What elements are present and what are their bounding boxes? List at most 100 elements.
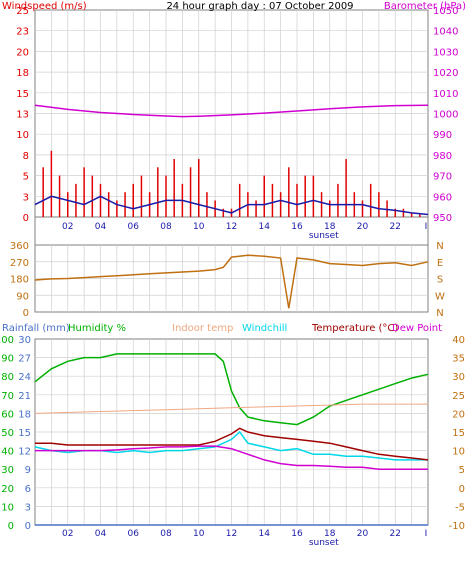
hour-tick-label: 14 (259, 222, 271, 232)
humidity-tick-label: 100 (0, 335, 14, 346)
rainfall-tick-label: 30 (18, 335, 31, 346)
rainfall-tick-label: 0 (25, 521, 31, 532)
rainfall-tick-label: 3 (25, 502, 31, 513)
rainfall-tick-label: 24 (18, 372, 31, 383)
windspeed-tick-label: 13 (16, 110, 29, 121)
direction-tick-label: 270 (10, 258, 29, 269)
humidity-axis-label: Humidity % (68, 323, 126, 334)
hour-tick-label: 22 (390, 529, 401, 539)
compass-tick-label: W (435, 291, 445, 302)
direction-tick-label: 180 (10, 275, 29, 286)
barometer-tick-label: 980 (433, 151, 452, 162)
rainfall-tick-label: 12 (18, 447, 31, 458)
humidity-line (34, 353, 429, 426)
dewpoint-label: Dew Point (392, 323, 442, 334)
barometer-tick-label: 1010 (433, 89, 458, 100)
rainfall-tick-label: 21 (18, 391, 31, 402)
rainfall-tick-label: 6 (25, 484, 31, 495)
rainfall-tick-label: 18 (18, 409, 31, 420)
windspeed-tick-label: 25 (16, 6, 29, 17)
rainfall-tick-label: 15 (18, 428, 31, 439)
hour-tick-label: 16 (291, 529, 303, 539)
hour-tick-label: 12 (226, 222, 237, 232)
windspeed-tick-label: 20 (16, 47, 29, 58)
windspeed-tick-label: 10 (16, 130, 29, 141)
humidity-tick-label: 30 (1, 465, 14, 476)
hour-tick-label: 10 (193, 222, 205, 232)
temperature-tick-label: 15 (452, 428, 465, 439)
barometer-tick-label: 1040 (433, 27, 458, 38)
hour-tick-label: 02 (62, 222, 73, 232)
temperature-line (35, 427, 429, 461)
hour-tick-label: 04 (95, 222, 107, 232)
windspeed-axis-label: Windspeed (m/s) (2, 1, 87, 12)
hour-tick-label: 06 (128, 222, 140, 232)
temperature-tick-label: 40 (452, 335, 465, 346)
temperature-tick-label: 30 (452, 372, 465, 383)
windchill-label: Windchill (242, 323, 287, 334)
hour-tick-label-end: I (425, 222, 428, 232)
temperature-tick-label: 35 (452, 354, 465, 365)
hour-tick-label: 04 (95, 529, 107, 539)
sunset-label: sunset (309, 231, 339, 241)
humidity-tick-label: 60 (1, 409, 14, 420)
humidity-tick-label: 10 (1, 502, 14, 513)
hour-tick-label-end: I (425, 529, 428, 539)
compass-tick-label: N (436, 308, 443, 319)
barometer-tick-label: 960 (433, 192, 452, 203)
sunset-label: sunset (309, 538, 339, 548)
hour-tick-label: 22 (390, 222, 401, 232)
compass-tick-label: N (436, 241, 443, 252)
humidity-tick-label: 40 (1, 447, 14, 458)
wind-average-line (34, 195, 429, 216)
barometer-tick-label: 1030 (433, 47, 458, 58)
barometer-tick-label: 1020 (433, 68, 458, 79)
hour-tick-label: 20 (357, 529, 369, 539)
indoor-temp-label: Indoor temp (172, 323, 233, 334)
barometer-line (34, 104, 429, 118)
windspeed-tick-label: 18 (16, 68, 29, 79)
hour-tick-label: 14 (259, 529, 271, 539)
humidity-tick-label: 80 (1, 372, 14, 383)
hour-tick-label: 06 (128, 529, 140, 539)
windspeed-tick-label: 0 (23, 213, 29, 224)
windspeed-tick-label: 8 (23, 151, 29, 162)
direction-tick-label: 360 (10, 241, 29, 252)
compass-tick-label: S (437, 275, 443, 286)
rainfall-tick-label: 9 (25, 465, 31, 476)
windspeed-tick-label: 23 (16, 27, 29, 38)
temperature-tick-label: -10 (449, 521, 465, 532)
humidity-tick-label: 0 (8, 521, 14, 532)
temperature-axis-label: Temperature (°C) (311, 323, 398, 334)
windspeed-tick-label: 15 (16, 89, 29, 100)
dewpoint-line (35, 445, 428, 470)
barometer-tick-label: 1000 (433, 110, 458, 121)
hour-tick-label: 16 (291, 222, 303, 232)
hour-tick-label: 02 (62, 529, 73, 539)
temperature-tick-label: 10 (452, 447, 465, 458)
direction-tick-label: 90 (16, 291, 29, 302)
direction-tick-label: 0 (23, 308, 29, 319)
hour-tick-label: 20 (357, 222, 369, 232)
hour-tick-label: 10 (193, 529, 205, 539)
hour-tick-label: 18 (324, 529, 336, 539)
temperature-tick-label: 25 (452, 391, 465, 402)
barometer-tick-label: 950 (433, 213, 452, 224)
chart-title: 24 hour graph day : 07 October 2009 (166, 1, 353, 12)
indoor-temp-line (34, 403, 428, 414)
barometer-tick-label: 990 (433, 130, 452, 141)
hour-tick-label: 12 (226, 529, 237, 539)
windspeed-tick-label: 3 (23, 192, 29, 203)
humidity-tick-label: 50 (1, 428, 14, 439)
temperature-tick-label: 5 (459, 465, 465, 476)
hour-tick-label: 08 (160, 529, 172, 539)
direction-line (34, 254, 429, 309)
windspeed-tick-label: 5 (23, 172, 29, 183)
temperature-tick-label: 0 (459, 484, 465, 495)
rainfall-tick-label: 27 (18, 354, 31, 365)
temperature-tick-label: -5 (455, 502, 465, 513)
barometer-tick-label: 970 (433, 172, 452, 183)
hour-tick-label: 18 (324, 222, 336, 232)
